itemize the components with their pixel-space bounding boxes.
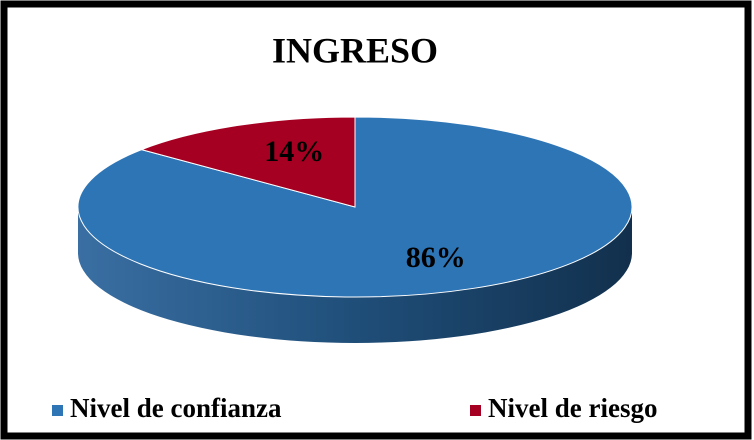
legend-swatch bbox=[470, 405, 481, 416]
legend-label: Nivel de confianza bbox=[70, 393, 282, 423]
data-label: 86% bbox=[406, 241, 466, 274]
pie-slice bbox=[139, 116, 356, 208]
legend-swatch bbox=[52, 405, 63, 416]
chart-title: INGRESO bbox=[272, 30, 438, 70]
data-label: 14% bbox=[264, 135, 324, 168]
pie-side bbox=[78, 207, 632, 343]
legend-label: Nivel de riesgo bbox=[488, 393, 657, 423]
